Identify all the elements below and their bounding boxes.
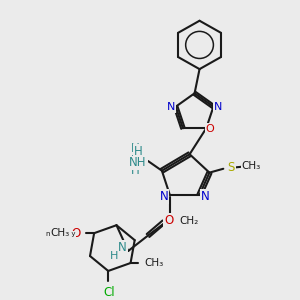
Text: N: N [118, 241, 127, 254]
Text: CH₃: CH₃ [145, 258, 164, 268]
Text: N: N [131, 154, 140, 166]
Text: NH: NH [129, 157, 147, 169]
Text: H: H [134, 145, 142, 158]
Text: N: N [160, 190, 168, 203]
Text: N: N [201, 190, 210, 203]
Text: Cl: Cl [103, 286, 115, 299]
Text: H: H [110, 251, 118, 261]
Text: N: N [214, 102, 223, 112]
Text: H: H [131, 164, 140, 177]
Text: O: O [72, 227, 81, 240]
Text: CH₃: CH₃ [242, 161, 261, 171]
Text: methoxy: methoxy [45, 231, 76, 237]
Text: CH₂: CH₂ [180, 216, 199, 226]
Text: H: H [131, 142, 140, 155]
Text: S: S [228, 161, 235, 174]
Text: O: O [206, 124, 214, 134]
Text: O: O [164, 214, 173, 226]
Text: N: N [167, 102, 175, 112]
Text: CH₃: CH₃ [51, 228, 70, 238]
